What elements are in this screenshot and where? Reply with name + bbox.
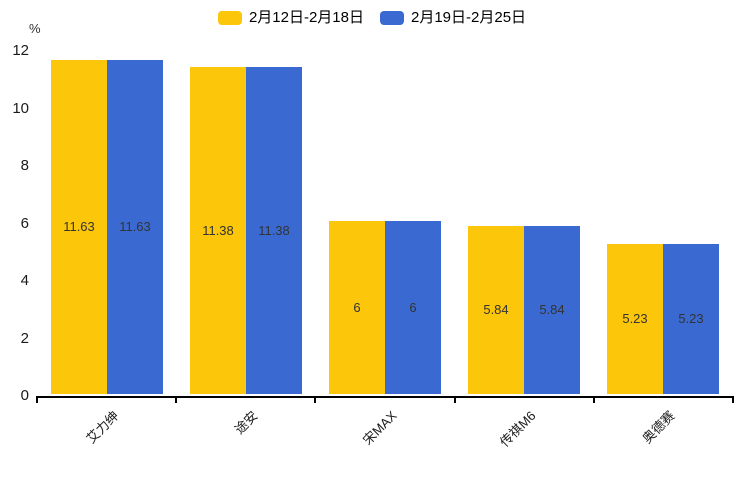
y-axis-tick-label: 10: [12, 99, 29, 117]
x-axis-tick-mark: [593, 398, 595, 403]
x-axis-tick-mark: [732, 398, 734, 403]
bar-week2-1[interactable]: 11.38: [246, 67, 302, 394]
bar-value-label: 5.84: [483, 302, 509, 317]
y-axis-tick-label: 6: [20, 214, 29, 232]
bar-value-label: 5.84: [539, 302, 565, 317]
bar-week1-2[interactable]: 6: [329, 221, 385, 394]
bar-value-label: 6: [353, 299, 361, 315]
x-axis-line: [36, 396, 734, 398]
x-axis-tick-mark: [36, 398, 38, 403]
x-axis-label: 奥德赛: [639, 408, 678, 447]
y-axis-tick-label: 4: [20, 272, 29, 289]
bar-value-label: 11.63: [63, 219, 95, 234]
x-axis-tick-mark: [175, 398, 177, 403]
bar-value-label: 11.38: [202, 222, 234, 238]
legend: 2月12日-2月18日 2月19日-2月25日: [0, 7, 744, 29]
bar-value-label: 5.23: [622, 311, 648, 326]
week1-swatch-icon: [217, 11, 242, 25]
legend-item-week2[interactable]: 2月19日-2月25日: [380, 7, 526, 29]
bar-week1-0[interactable]: 11.63: [51, 60, 107, 394]
y-axis-tick-label: 0: [20, 387, 29, 404]
y-axis-tick-label: 8: [20, 157, 29, 174]
bar-week1-1[interactable]: 11.38: [190, 67, 246, 394]
x-axis-label: 途安: [231, 408, 261, 438]
y-axis-tick-label: 2: [20, 329, 29, 347]
x-axis-label: 宋MAX: [359, 408, 400, 448]
y-axis-unit-label: %: [29, 21, 41, 36]
bar-week1-3[interactable]: 5.84: [468, 226, 524, 394]
bar-week2-0[interactable]: 11.63: [107, 60, 163, 394]
bar-week2-4[interactable]: 5.23: [663, 244, 719, 394]
legend-label-week1: 2月12日-2月18日: [248, 9, 364, 26]
bar-value-label: 5.23: [678, 311, 704, 326]
legend-label-week2: 2月19日-2月25日: [411, 9, 527, 26]
week2-swatch-icon: [380, 11, 404, 25]
x-axis-label: 传祺M6: [496, 408, 539, 450]
x-axis-tick-mark: [454, 398, 456, 403]
bar-value-label: 11.38: [258, 222, 290, 238]
bar-week2-3[interactable]: 5.84: [524, 226, 580, 394]
y-axis-tick-label: 12: [12, 42, 29, 59]
bar-value-label: 11.63: [119, 219, 151, 234]
x-axis-tick-mark: [314, 398, 316, 403]
plot-area: 0 2 4 6 8 10 12 11.63 11.63 艾力绅 11.38 11.38 途安 6 6 宋MAX…: [12, 42, 734, 450]
bar-week1-4[interactable]: 5.23: [607, 244, 663, 394]
legend-item-week1[interactable]: 2月12日-2月18日: [217, 7, 364, 29]
x-axis-label: 艾力绅: [83, 408, 122, 447]
bar-week2-2[interactable]: 6: [385, 221, 441, 394]
bar-value-label: 6: [409, 299, 417, 315]
